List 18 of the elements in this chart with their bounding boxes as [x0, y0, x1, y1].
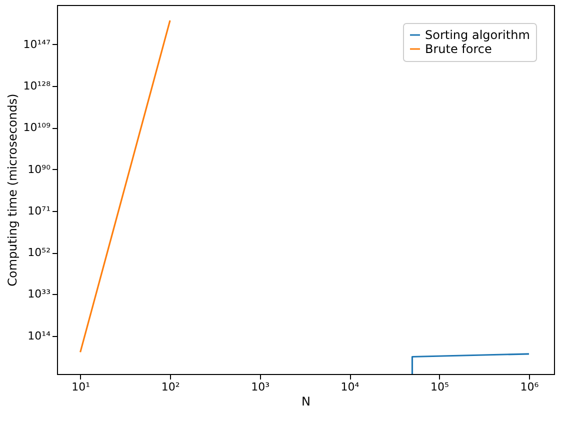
y-tick-label: 10⁷¹	[28, 204, 50, 218]
y-tick-label: 10¹⁰⁹	[23, 121, 50, 134]
x-axis-title: N	[302, 394, 310, 408]
x-tick-label: 10⁴	[340, 380, 360, 394]
x-tick-label: 10²	[161, 380, 180, 394]
y-tick-label: 10³³	[28, 288, 50, 301]
x-tick-label: 10⁶	[520, 380, 540, 394]
legend-label: Sorting algorithm	[425, 28, 530, 42]
x-tick-label: 10⁵	[430, 380, 449, 394]
legend-label: Brute force	[425, 42, 492, 56]
y-tick-label: 10¹⁴	[28, 329, 52, 342]
y-tick-label: 10¹⁴⁷	[23, 38, 50, 51]
y-axis-title: Computing time (microseconds)	[5, 94, 20, 286]
x-tick-label: 10¹	[72, 380, 90, 394]
y-tick-label: 10⁵²	[28, 246, 50, 260]
x-tick-label: 10³	[251, 380, 270, 394]
y-tick-label: 10¹²⁸	[23, 80, 52, 93]
y-tick-label: 10⁹⁰	[28, 162, 52, 176]
